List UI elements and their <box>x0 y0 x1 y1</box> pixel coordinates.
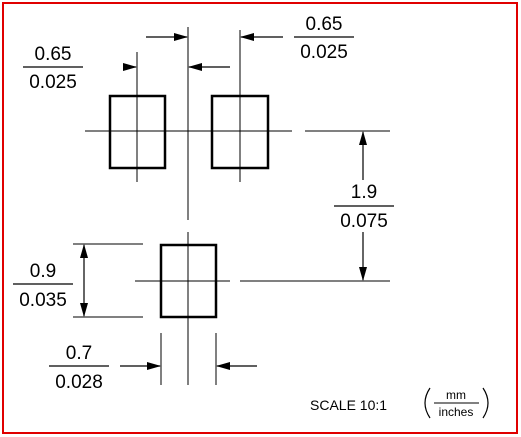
dim-height-inches: 0.035 <box>19 290 67 311</box>
dim-label-top-left: 0.65 0.025 <box>23 44 83 93</box>
dim-label-pitch: 1.9 0.075 <box>334 182 394 232</box>
dim-pitch-inches: 0.075 <box>340 211 388 232</box>
pads <box>108 94 270 319</box>
dim-top-left-mm: 0.65 <box>35 44 72 65</box>
dim-width-mm: 0.7 <box>66 343 92 364</box>
dim-label-height: 0.9 0.035 <box>13 261 73 311</box>
dim-width-inches: 0.028 <box>55 372 103 393</box>
dim-pitch-mm: 1.9 <box>351 182 377 203</box>
dim-label-top-right: 0.65 0.025 <box>294 14 354 63</box>
dim-top-right-inches: 0.025 <box>300 42 348 63</box>
dim-top-left-inches: 0.025 <box>29 72 77 93</box>
units-top: mm <box>446 388 466 402</box>
units-bottom: inches <box>439 405 474 419</box>
dim-label-width: 0.7 0.028 <box>49 343 109 393</box>
drawing-border <box>2 2 518 434</box>
units-legend: mm inches <box>424 387 489 419</box>
dim-top-right-mm: 0.65 <box>306 14 343 35</box>
dimension-arrows <box>80 33 367 370</box>
dim-height-mm: 0.9 <box>30 261 56 282</box>
scale-label: SCALE 10:1 <box>310 397 387 413</box>
